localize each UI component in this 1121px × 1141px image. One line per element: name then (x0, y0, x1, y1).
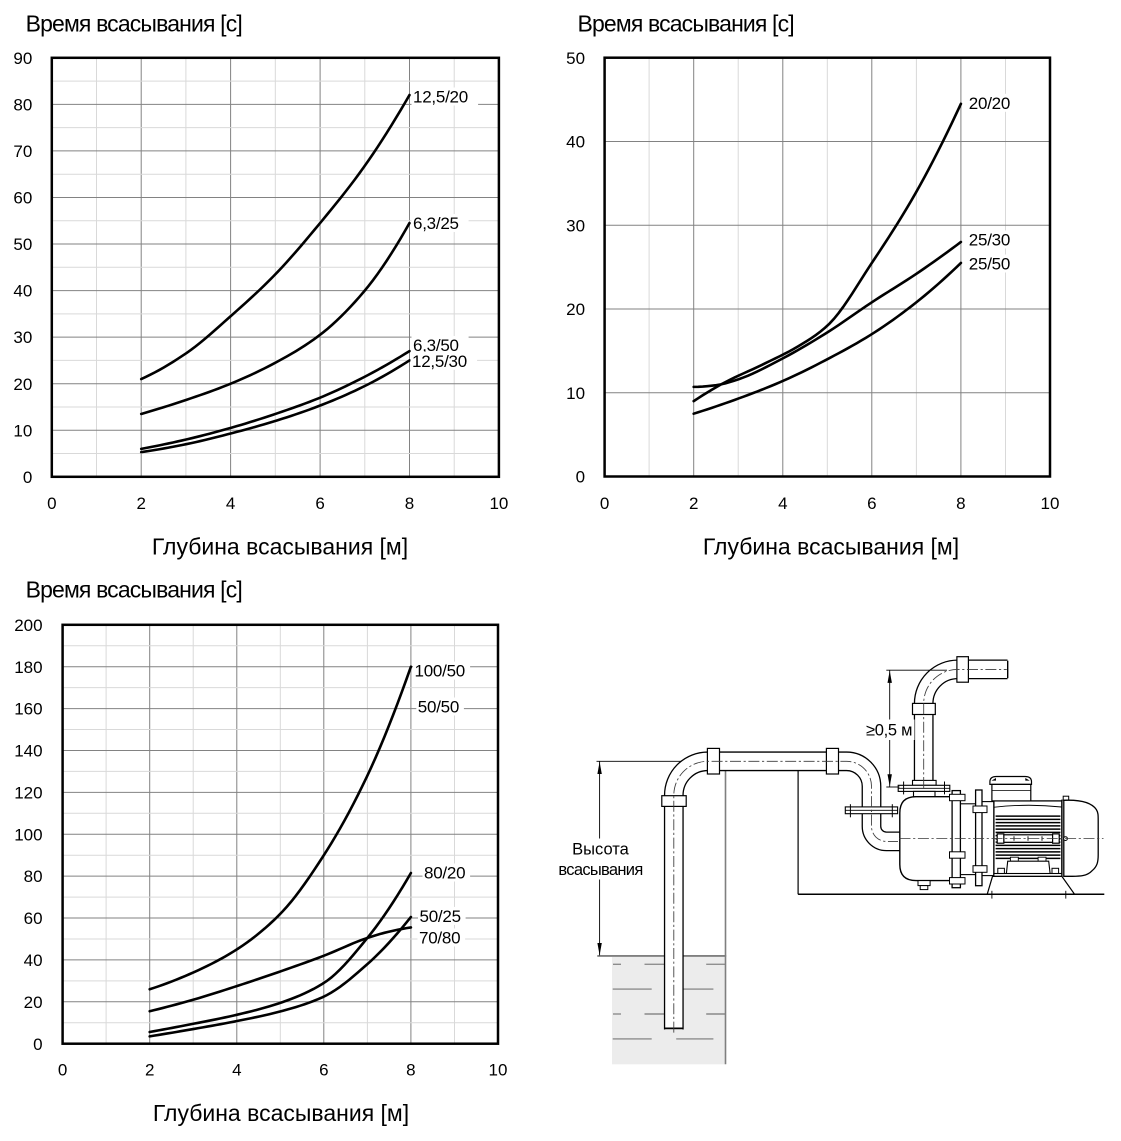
svg-text:80: 80 (13, 96, 32, 115)
svg-text:6: 6 (319, 1060, 328, 1079)
svg-text:40: 40 (24, 951, 43, 970)
svg-text:4: 4 (226, 494, 235, 513)
svg-text:8: 8 (956, 494, 965, 513)
svg-text:50/25: 50/25 (420, 907, 461, 926)
svg-text:50/50: 50/50 (418, 698, 459, 717)
svg-text:140: 140 (14, 742, 42, 761)
svg-text:10: 10 (489, 494, 508, 513)
svg-text:10: 10 (1041, 494, 1060, 513)
svg-text:2: 2 (136, 494, 145, 513)
svg-text:20/20: 20/20 (969, 94, 1010, 113)
svg-text:Глубина всасывания [м]: Глубина всасывания [м] (153, 1100, 409, 1126)
svg-text:0: 0 (23, 468, 32, 487)
svg-text:90: 90 (13, 49, 32, 68)
svg-text:120: 120 (14, 784, 42, 803)
svg-text:Время всасывания [с]: Время всасывания [с] (26, 577, 242, 603)
svg-text:80: 80 (24, 867, 43, 886)
svg-text:20: 20 (566, 300, 585, 319)
svg-text:4: 4 (778, 494, 787, 513)
svg-text:20: 20 (24, 993, 43, 1012)
svg-text:12,5/30: 12,5/30 (412, 352, 467, 371)
svg-text:8: 8 (405, 494, 414, 513)
svg-text:30: 30 (566, 216, 585, 235)
svg-text:200: 200 (14, 616, 42, 635)
svg-text:0: 0 (600, 494, 609, 513)
svg-text:6: 6 (315, 494, 324, 513)
svg-text:6: 6 (867, 494, 876, 513)
svg-text:50: 50 (566, 49, 585, 68)
svg-text:2: 2 (689, 494, 698, 513)
svg-text:60: 60 (24, 909, 43, 928)
svg-text:25/30: 25/30 (969, 231, 1010, 250)
svg-text:160: 160 (14, 700, 42, 719)
svg-text:0: 0 (47, 494, 56, 513)
svg-text:8: 8 (406, 1060, 415, 1079)
svg-text:всасывания: всасывания (558, 861, 642, 879)
svg-text:0: 0 (576, 468, 585, 487)
svg-text:Время всасывания [с]: Время всасывания [с] (578, 11, 794, 37)
svg-text:20: 20 (13, 375, 32, 394)
svg-text:4: 4 (232, 1060, 241, 1079)
svg-text:0: 0 (58, 1060, 67, 1079)
svg-text:≥0,5 м: ≥0,5 м (866, 722, 912, 740)
svg-text:180: 180 (14, 658, 42, 677)
svg-text:6,3/25: 6,3/25 (413, 214, 459, 233)
svg-text:50: 50 (13, 235, 32, 254)
svg-text:100/50: 100/50 (415, 662, 466, 681)
svg-text:70/80: 70/80 (419, 929, 460, 948)
svg-text:Высота: Высота (572, 841, 629, 859)
svg-text:Глубина всасывания [м]: Глубина всасывания [м] (703, 534, 959, 560)
svg-text:25/50: 25/50 (969, 255, 1010, 274)
svg-text:Глубина всасывания [м]: Глубина всасывания [м] (152, 534, 408, 560)
svg-text:0: 0 (33, 1035, 42, 1054)
svg-text:100: 100 (14, 825, 42, 844)
svg-text:10: 10 (13, 421, 32, 440)
svg-text:6,3/50: 6,3/50 (413, 336, 459, 355)
svg-text:10: 10 (566, 384, 585, 403)
svg-text:12,5/20: 12,5/20 (413, 88, 468, 107)
svg-text:40: 40 (13, 282, 32, 301)
svg-text:40: 40 (566, 133, 585, 152)
svg-text:30: 30 (13, 328, 32, 347)
svg-text:60: 60 (13, 189, 32, 208)
svg-text:70: 70 (13, 142, 32, 161)
svg-text:80/20: 80/20 (424, 864, 465, 883)
svg-text:2: 2 (145, 1060, 154, 1079)
svg-text:Время всасывания [с]: Время всасывания [с] (26, 11, 242, 37)
svg-text:10: 10 (489, 1060, 508, 1079)
